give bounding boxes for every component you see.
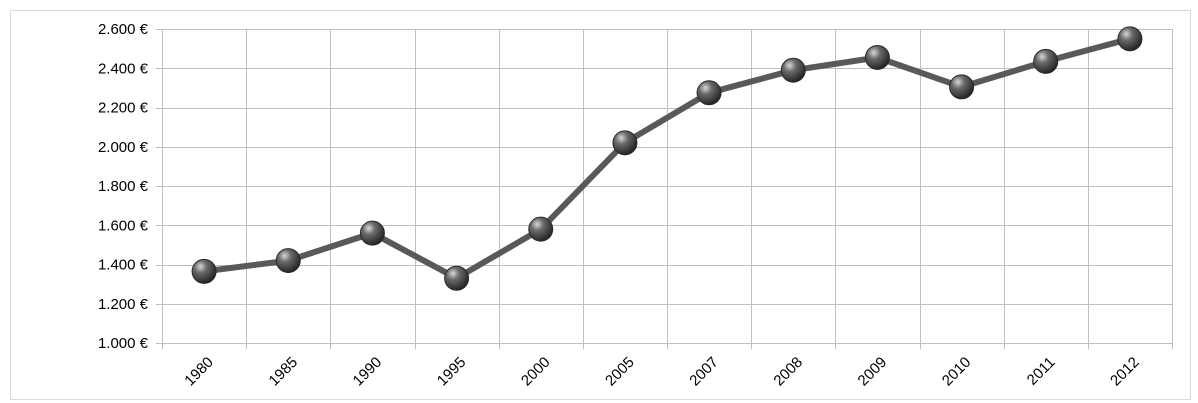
x-tick-label: 1985 xyxy=(265,354,301,390)
data-point xyxy=(696,80,722,106)
x-tick-label: 2005 xyxy=(602,354,638,390)
y-axis-tick-labels: 1.000 € 1.200 € 1.400 € 1.600 € 1.800 € 2.000… xyxy=(98,21,149,352)
y-tick-label: 2.200 € xyxy=(98,100,149,117)
series-line xyxy=(201,35,1133,282)
data-point xyxy=(359,220,385,246)
x-tick-label: 1980 xyxy=(181,354,217,390)
x-tick-label: 2008 xyxy=(770,354,806,390)
gridlines xyxy=(156,29,1173,349)
data-point xyxy=(612,130,638,156)
data-point xyxy=(528,216,554,242)
y-tick-label: 1.800 € xyxy=(98,178,149,195)
data-point xyxy=(949,74,975,100)
y-tick-label: 1.200 € xyxy=(98,296,149,313)
x-tick-label: 2012 xyxy=(1107,354,1143,390)
x-axis-tick-labels: 1980 1985 1990 1995 2000 2005 2007 2008 2009 2010… xyxy=(181,354,1142,390)
data-point xyxy=(275,248,301,274)
chart-frame xyxy=(10,10,1191,400)
y-tick-label: 1.400 € xyxy=(98,257,149,274)
y-tick-label: 2.600 € xyxy=(98,21,149,38)
x-tick-label: 2000 xyxy=(518,354,554,390)
data-series xyxy=(191,26,1143,291)
x-tick-label: 2007 xyxy=(686,354,722,390)
x-tick-label: 1990 xyxy=(350,354,386,390)
y-tick-label: 2.000 € xyxy=(98,139,149,156)
y-tick-label: 2.400 € xyxy=(98,60,149,77)
y-tick-label: 1.600 € xyxy=(98,217,149,234)
data-point xyxy=(864,44,890,70)
x-tick-label: 2011 xyxy=(1024,354,1059,389)
x-tick-label: 1995 xyxy=(434,354,470,390)
data-point xyxy=(780,57,806,83)
data-point xyxy=(444,265,470,291)
data-point xyxy=(191,258,217,284)
x-tick-label: 2009 xyxy=(855,354,891,390)
x-tick-label: 2010 xyxy=(939,354,975,390)
y-tick-label: 1.000 € xyxy=(98,335,149,352)
data-point xyxy=(1033,48,1059,74)
data-point xyxy=(1117,26,1143,52)
